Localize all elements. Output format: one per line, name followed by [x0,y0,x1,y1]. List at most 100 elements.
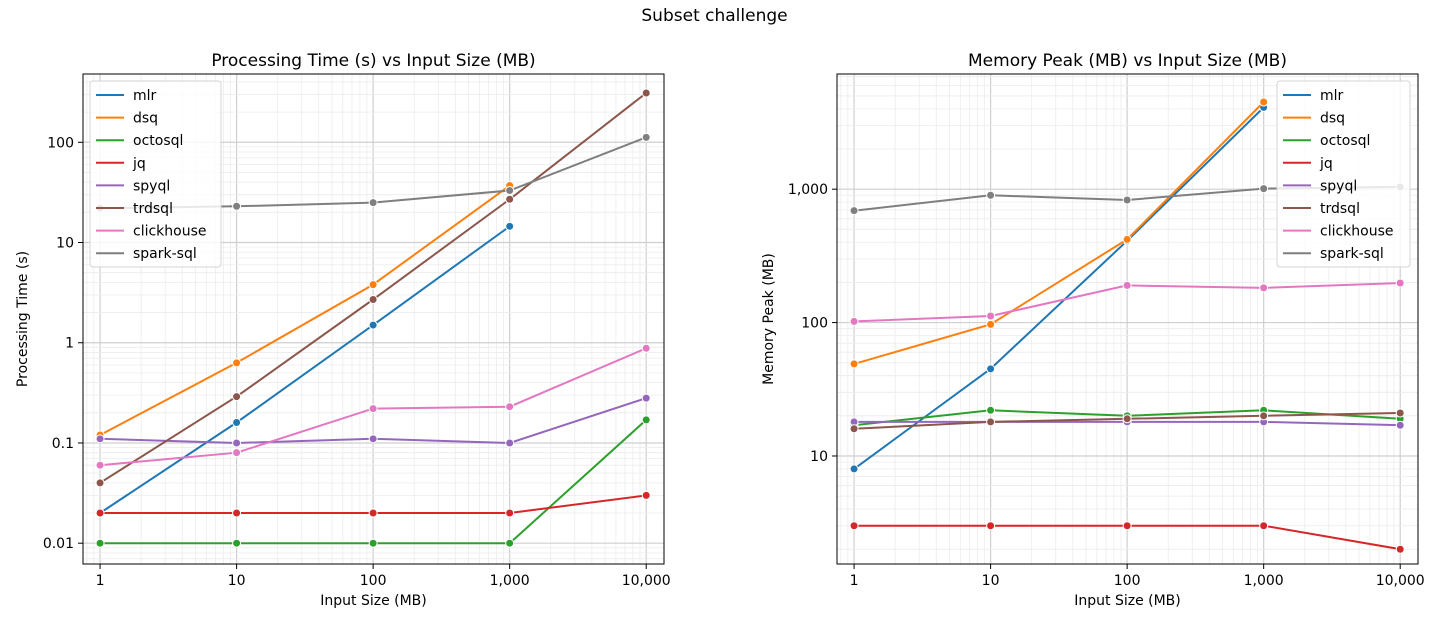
data-point-trdsql [1122,414,1132,424]
legend-label-dsq: dsq [1320,111,1345,127]
data-point-dsq [1259,97,1269,107]
data-point-spyql [1395,420,1405,430]
data-point-jq [1395,544,1405,554]
y-tick-label: 100 [47,135,74,151]
data-point-trdsql [1259,411,1269,421]
series-jq [95,490,651,518]
x-tick-label: 100 [1114,573,1141,589]
y-axis-label: Memory Peak (MB) [761,253,777,385]
legend-label-jq: jq [1319,156,1333,172]
data-point-mlr [849,464,859,474]
legend-label-clickhouse: clickhouse [133,224,207,240]
data-point-clickhouse [849,316,859,326]
x-axis-label: Input Size (MB) [320,593,427,609]
data-point-jq [641,490,651,500]
data-point-dsq [1122,234,1132,244]
data-point-clickhouse [986,311,996,321]
data-point-jq [232,508,242,518]
legend-label-spyql: spyql [1320,178,1357,194]
legend-label-octosql: octosql [1320,133,1370,149]
data-point-trdsql [95,478,105,488]
data-point-trdsql [1395,408,1405,418]
data-point-spyql [95,434,105,444]
legend-label-dsq: dsq [133,111,158,127]
data-point-spyql [505,438,515,448]
data-point-clickhouse [505,402,515,412]
x-tick-label: 1,000 [490,573,530,589]
legend-label-spyql: spyql [133,178,170,194]
legend: mlr dsq octosql jq spyql trdsql clickhouse spar… [1276,80,1411,268]
series-spyql [95,393,651,448]
data-point-trdsql [368,295,378,305]
data-point-spark-sql [232,201,242,211]
data-point-octosql [641,415,651,425]
y-axis-label: Processing Time (s) [15,251,31,387]
data-point-spark-sql [1259,184,1269,194]
chart-panel-1: 1 10 100 1,000 10,000 0.01 0.1 1 10 100 Processing… [15,51,671,609]
data-point-spyql [232,438,242,448]
data-point-clickhouse [641,343,651,353]
data-point-spark-sql [368,198,378,208]
data-point-trdsql [505,194,515,204]
data-point-clickhouse [368,404,378,414]
data-point-spark-sql [1122,195,1132,205]
legend-label-spark-sql: spark-sql [1320,246,1384,262]
data-point-trdsql [986,417,996,427]
data-point-spark-sql [641,132,651,142]
data-point-dsq [849,359,859,369]
y-tick-label: 1 [65,336,74,352]
y-tick-label: 100 [801,316,828,332]
data-point-clickhouse [1122,280,1132,290]
x-tick-label: 1,000 [1244,573,1284,589]
data-point-jq [1259,521,1269,531]
x-tick-label: 10 [982,573,1000,589]
data-point-octosql [232,538,242,548]
x-tick-label: 10,000 [622,573,671,589]
series-line-dsq [853,101,1265,365]
y-tick-label: 1,000 [788,182,828,198]
data-point-jq [95,508,105,518]
figure-title: Subset challenge [641,6,788,26]
data-point-mlr [232,418,242,428]
data-point-trdsql [232,392,242,402]
x-tick-label: 10,000 [1376,573,1425,589]
data-point-spark-sql [849,206,859,216]
data-point-octosql [95,538,105,548]
data-point-octosql [986,405,996,415]
legend-label-spark-sql: spark-sql [133,246,197,262]
data-point-jq [849,521,859,531]
legend: mlr dsq octosql jq spyql trdsql clickhouse spar… [89,80,222,268]
data-point-spyql [641,393,651,403]
legend-label-clickhouse: clickhouse [1320,224,1394,240]
data-point-octosql [368,538,378,548]
data-point-clickhouse [1395,278,1405,288]
data-point-mlr [368,320,378,330]
data-point-spark-sql [986,190,996,200]
x-tick-label: 10 [228,573,246,589]
legend-label-trdsql: trdsql [133,201,173,217]
x-tick-label: 1 [96,573,105,589]
series-jq [849,521,1405,554]
data-point-clickhouse [232,448,242,458]
series-line-mlr [853,106,1265,470]
series-octosql [95,415,651,548]
data-point-trdsql [849,424,859,434]
grid [83,74,664,564]
x-axis-label: Input Size (MB) [1074,593,1181,609]
data-point-jq [368,508,378,518]
chart-panel-2: 1 10 100 1,000 10,000 10 100 1,000 Memory Peak (… [761,51,1425,609]
data-point-trdsql [641,88,651,98]
data-point-jq [986,521,996,531]
series-clickhouse [95,343,651,470]
data-point-dsq [368,280,378,290]
data-point-spyql [368,434,378,444]
series-trdsql [849,408,1405,434]
y-tick-label: 0.01 [43,536,74,552]
x-tick-label: 1 [850,573,859,589]
legend-label-trdsql: trdsql [1320,201,1360,217]
legend-box [1276,80,1411,268]
series-line-mlr [99,225,511,514]
data-point-jq [1122,521,1132,531]
y-tick-label: 0.1 [52,436,74,452]
